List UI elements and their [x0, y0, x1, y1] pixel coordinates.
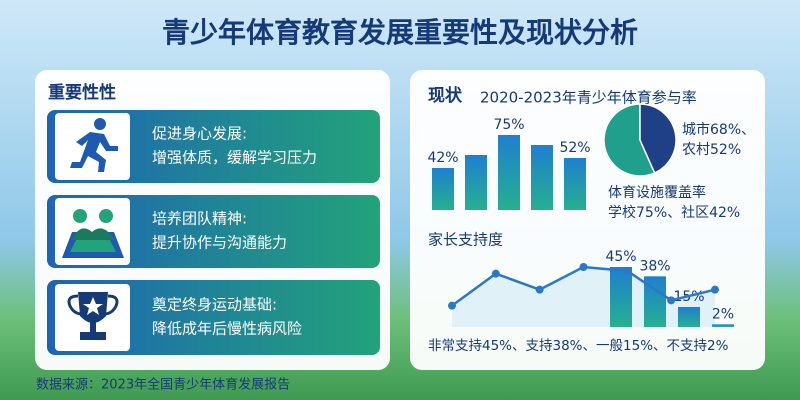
- line-point: [491, 269, 500, 278]
- item-text: 增强体质，缓解学习压力: [152, 149, 317, 167]
- item-title: 奠定终身运动基础:: [152, 296, 277, 314]
- bar: [678, 307, 700, 327]
- value-label: 52%: [559, 140, 590, 156]
- importance-heading: 重要性性: [48, 82, 116, 103]
- item-title: 促进身心发展:: [152, 125, 247, 143]
- value-label: 45%: [605, 249, 636, 265]
- item-2: 培养团队精神: 提升协作与沟通能力: [47, 195, 380, 268]
- line-point: [711, 285, 719, 294]
- title: 青少年体育教育发展重要性及现状分析: [162, 16, 638, 49]
- pie-slice: [639, 103, 677, 174]
- bar: [432, 168, 454, 210]
- bar: [498, 135, 520, 210]
- value-label: 75%: [493, 117, 524, 133]
- bar: [610, 267, 632, 327]
- item-text: 提升协作与沟通能力: [152, 234, 287, 252]
- value-label: 2%: [712, 306, 734, 322]
- facility-text: 学校75%、社区42%: [608, 204, 740, 221]
- item-text: 降低成年后慢性病风险: [152, 320, 302, 338]
- chart-annotation: 非常支持45%、支持38%、一般15%、不支持2%: [428, 338, 729, 354]
- chart-title: 家长支持度: [428, 231, 503, 249]
- chart-title: 2020-2023年青少年体育参与率: [480, 89, 697, 107]
- item-title: 培养团队精神:: [152, 210, 247, 228]
- line-point: [623, 267, 632, 275]
- pie-slice: [603, 103, 656, 177]
- item-box: [47, 195, 380, 268]
- team-icon: [62, 209, 124, 258]
- bar: [465, 155, 487, 210]
- trophy-icon: [67, 292, 119, 340]
- bar: [712, 324, 734, 327]
- item-1: 促进身心发展: 增强体质，缓解学习压力: [47, 110, 380, 183]
- pie-annotation: 农村52%: [682, 142, 741, 158]
- value-label: 42%: [427, 150, 458, 166]
- bar: [644, 276, 666, 327]
- line-point: [667, 296, 676, 305]
- pie-annotation: 城市68%、: [682, 121, 755, 138]
- line-point: [579, 263, 588, 271]
- runner-icon: [70, 118, 118, 172]
- item-3: 奠定终身运动基础: 降低成年后慢性病风险: [47, 280, 380, 355]
- bar: [564, 158, 586, 210]
- source: 数据来源：2023年全国青少年体育发展报告: [36, 377, 290, 393]
- bar: [531, 145, 553, 210]
- item-box: [47, 110, 380, 183]
- line-point: [535, 285, 544, 294]
- facility-title: 体育设施覆盖率: [608, 184, 706, 201]
- value-label: 38%: [639, 258, 670, 274]
- item-box: [47, 280, 380, 355]
- status-heading: 现状: [428, 85, 463, 106]
- line-point: [448, 301, 456, 310]
